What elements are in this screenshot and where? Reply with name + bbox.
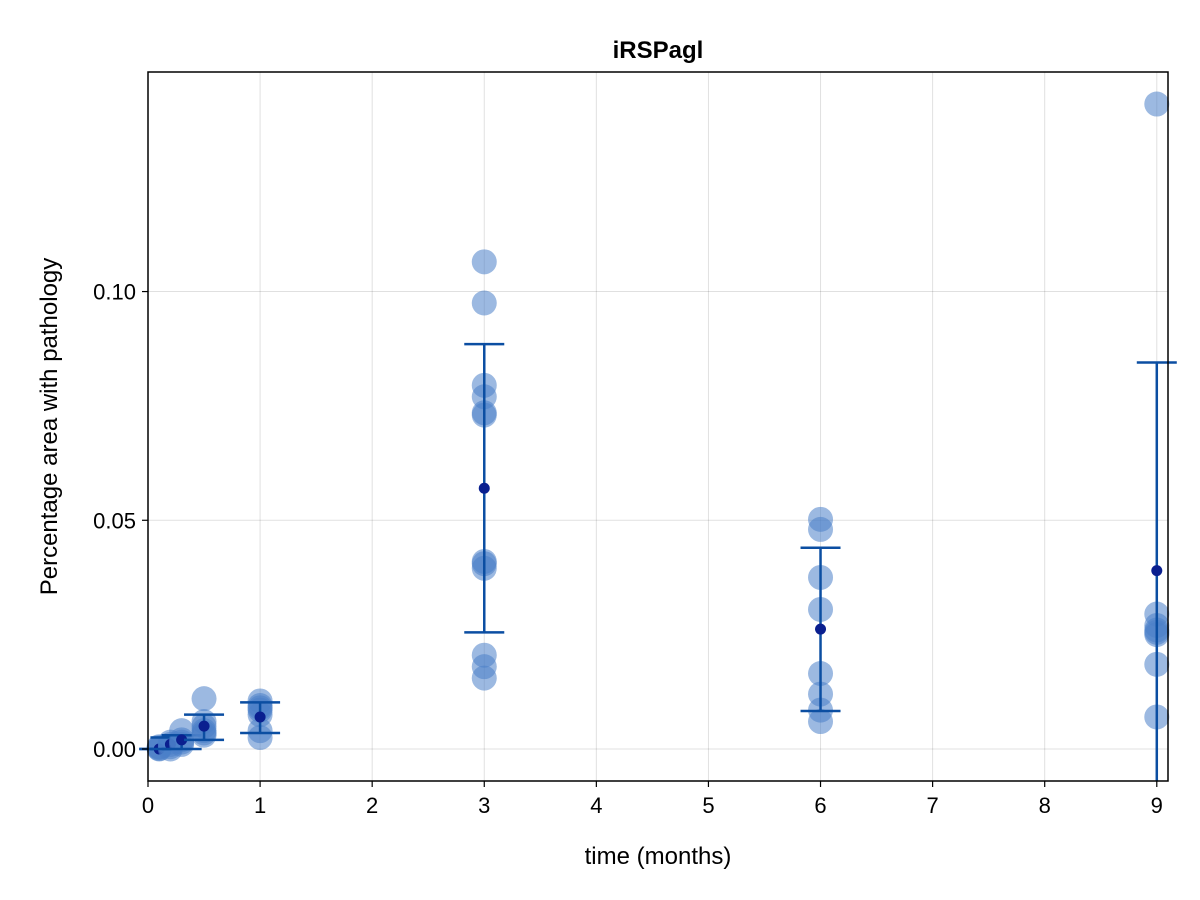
x-tick-label: 7 [926,793,938,818]
data-group [161,718,202,757]
x-tick-label: 6 [814,793,826,818]
data-point [247,725,273,751]
data-point [1144,91,1170,117]
data-point [808,709,834,735]
data-group [240,688,281,751]
chart-title: iRSPagl [613,37,704,64]
data-group [1136,91,1177,781]
x-tick-label: 4 [590,793,602,818]
axis-ticks: 0 1 2 3 4 5 6 7 8 9 0.00 0.05 0.10 [93,280,1163,818]
mean-point [815,623,827,635]
mean-point [478,482,490,494]
x-tick-label: 9 [1151,793,1163,818]
mean-point [254,711,266,723]
x-tick-label: 8 [1039,793,1051,818]
x-tick-label: 5 [702,793,714,818]
data-point [191,686,217,712]
data-group [800,506,841,735]
x-tick-label: 0 [142,793,154,818]
mean-point [176,734,188,746]
x-tick-label: 2 [366,793,378,818]
data-point [471,249,497,275]
plot-frame [147,71,1169,782]
data-point [471,290,497,316]
data-marks [139,91,1177,781]
data-point [808,516,834,542]
y-tick-label: 0.10 [93,280,136,305]
data-group [184,686,225,748]
mean-point [1151,565,1163,577]
x-tick-label: 1 [254,793,266,818]
y-tick-label: 0.05 [93,508,136,533]
mean-point [198,720,210,732]
y-axis-label: Percentage area with pathology [36,258,63,596]
y-tick-label: 0.00 [93,737,136,762]
data-point [471,665,497,691]
x-axis-label: time (months) [585,843,732,870]
x-tick-label: 3 [478,793,490,818]
data-group [464,249,505,691]
